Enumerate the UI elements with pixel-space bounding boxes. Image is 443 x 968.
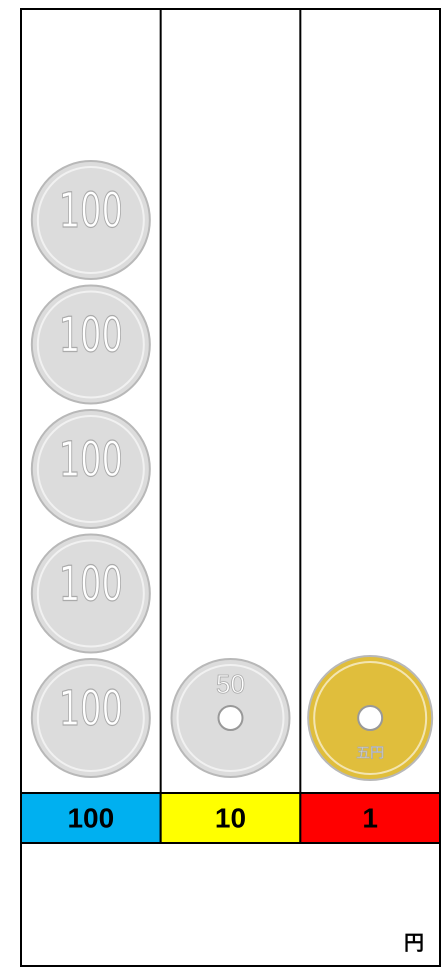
coin-face: 100 [59, 183, 123, 239]
column-label: 10 [215, 802, 246, 833]
coin-face: 100 [59, 681, 123, 737]
coin-face: 100 [59, 557, 123, 613]
coin-board: 円 100 100 100 100 100 100 10 50 1 五円 [0, 0, 443, 968]
coin-hole [219, 706, 243, 730]
coin-hole [358, 706, 382, 730]
column-label: 1 [362, 802, 378, 833]
column-label: 100 [67, 802, 114, 833]
coin-face: 100 [59, 432, 123, 488]
coin-face: 100 [59, 308, 123, 364]
coin-face: 50 [216, 669, 245, 699]
coin-face: 五円 [356, 745, 384, 761]
unit-label: 円 [404, 932, 424, 954]
